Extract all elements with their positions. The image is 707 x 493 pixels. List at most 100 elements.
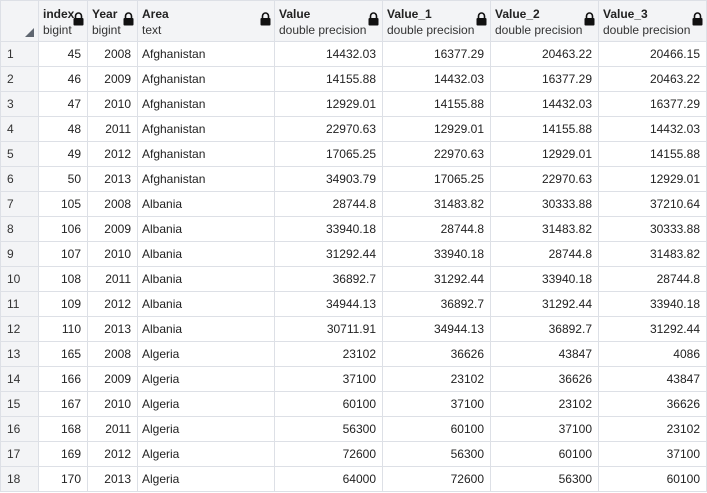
- row-number[interactable]: 14: [0, 366, 39, 392]
- cell-area[interactable]: Albania: [137, 291, 275, 317]
- row-number[interactable]: 11: [0, 291, 39, 317]
- cell-value[interactable]: 36892.7: [274, 266, 383, 292]
- table-row[interactable]: 9 107 2010 Albania 31292.44 33940.18 28744.8 31…: [0, 241, 707, 267]
- table-row[interactable]: 16 168 2011 Algeria 56300 60100 37100 23102: [0, 416, 707, 442]
- cell-index[interactable]: 108: [38, 266, 88, 292]
- cell-area[interactable]: Afghanistan: [137, 116, 275, 142]
- cell-value[interactable]: 28744.8: [274, 191, 383, 217]
- cell-value[interactable]: 33940.18: [274, 216, 383, 242]
- cell-value[interactable]: 72600: [274, 441, 383, 467]
- cell-year[interactable]: 2013: [87, 466, 138, 492]
- cell-value-3[interactable]: 23102: [598, 416, 707, 442]
- cell-value-3[interactable]: 28744.8: [598, 266, 707, 292]
- cell-area[interactable]: Algeria: [137, 466, 275, 492]
- table-row[interactable]: 12 110 2013 Albania 30711.91 34944.13 36892.7 3…: [0, 316, 707, 342]
- cell-year[interactable]: 2008: [87, 191, 138, 217]
- cell-area[interactable]: Algeria: [137, 366, 275, 392]
- cell-value-1[interactable]: 31292.44: [382, 266, 491, 292]
- cell-index[interactable]: 50: [38, 166, 88, 192]
- cell-value[interactable]: 34903.79: [274, 166, 383, 192]
- row-number[interactable]: 4: [0, 116, 39, 142]
- cell-year[interactable]: 2008: [87, 341, 138, 367]
- row-number[interactable]: 8: [0, 216, 39, 242]
- cell-value-3[interactable]: 37100: [598, 441, 707, 467]
- column-header-year[interactable]: Year bigint: [87, 0, 138, 42]
- cell-value-2[interactable]: 31292.44: [490, 291, 599, 317]
- cell-value-1[interactable]: 36892.7: [382, 291, 491, 317]
- table-row[interactable]: 8 106 2009 Albania 33940.18 28744.8 31483.82 30…: [0, 216, 707, 242]
- column-header-value-2[interactable]: Value_2 double precision: [490, 0, 599, 42]
- cell-value[interactable]: 64000: [274, 466, 383, 492]
- table-row[interactable]: 13 165 2008 Algeria 23102 36626 43847 4086: [0, 341, 707, 367]
- cell-year[interactable]: 2011: [87, 416, 138, 442]
- cell-value-3[interactable]: 31483.82: [598, 241, 707, 267]
- cell-value[interactable]: 31292.44: [274, 241, 383, 267]
- column-header-area[interactable]: Area text: [137, 0, 275, 42]
- cell-value-1[interactable]: 37100: [382, 391, 491, 417]
- cell-area[interactable]: Afghanistan: [137, 66, 275, 92]
- cell-index[interactable]: 169: [38, 441, 88, 467]
- column-header-value[interactable]: Value double precision: [274, 0, 383, 42]
- cell-value-1[interactable]: 34944.13: [382, 316, 491, 342]
- cell-value-3[interactable]: 36626: [598, 391, 707, 417]
- cell-value[interactable]: 22970.63: [274, 116, 383, 142]
- cell-value-1[interactable]: 14432.03: [382, 66, 491, 92]
- table-row[interactable]: 3 47 2010 Afghanistan 12929.01 14155.88 14432.…: [0, 91, 707, 117]
- cell-value-3[interactable]: 16377.29: [598, 91, 707, 117]
- cell-value-2[interactable]: 43847: [490, 341, 599, 367]
- cell-value[interactable]: 14432.03: [274, 41, 383, 67]
- cell-value-2[interactable]: 31483.82: [490, 216, 599, 242]
- cell-value-2[interactable]: 56300: [490, 466, 599, 492]
- cell-year[interactable]: 2012: [87, 291, 138, 317]
- cell-value-2[interactable]: 36626: [490, 366, 599, 392]
- cell-year[interactable]: 2011: [87, 116, 138, 142]
- cell-area[interactable]: Albania: [137, 316, 275, 342]
- table-row[interactable]: 18 170 2013 Algeria 64000 72600 56300 60100: [0, 466, 707, 492]
- cell-area[interactable]: Algeria: [137, 391, 275, 417]
- cell-value-1[interactable]: 28744.8: [382, 216, 491, 242]
- cell-value-3[interactable]: 20463.22: [598, 66, 707, 92]
- cell-index[interactable]: 47: [38, 91, 88, 117]
- cell-index[interactable]: 46: [38, 66, 88, 92]
- row-number[interactable]: 7: [0, 191, 39, 217]
- cell-value-1[interactable]: 16377.29: [382, 41, 491, 67]
- cell-index[interactable]: 166: [38, 366, 88, 392]
- cell-index[interactable]: 110: [38, 316, 88, 342]
- row-number[interactable]: 1: [0, 41, 39, 67]
- row-number[interactable]: 10: [0, 266, 39, 292]
- cell-value-1[interactable]: 56300: [382, 441, 491, 467]
- row-number[interactable]: 12: [0, 316, 39, 342]
- table-row[interactable]: 5 49 2012 Afghanistan 17065.25 22970.63 12929.…: [0, 141, 707, 167]
- cell-index[interactable]: 165: [38, 341, 88, 367]
- table-row[interactable]: 6 50 2013 Afghanistan 34903.79 17065.25 22970.…: [0, 166, 707, 192]
- cell-value-3[interactable]: 30333.88: [598, 216, 707, 242]
- cell-value-3[interactable]: 33940.18: [598, 291, 707, 317]
- cell-year[interactable]: 2012: [87, 441, 138, 467]
- column-header-value-3[interactable]: Value_3 double precision: [598, 0, 707, 42]
- cell-year[interactable]: 2013: [87, 316, 138, 342]
- cell-year[interactable]: 2009: [87, 366, 138, 392]
- row-number[interactable]: 5: [0, 141, 39, 167]
- cell-index[interactable]: 105: [38, 191, 88, 217]
- cell-area[interactable]: Afghanistan: [137, 41, 275, 67]
- table-row[interactable]: 7 105 2008 Albania 28744.8 31483.82 30333.88 37…: [0, 191, 707, 217]
- cell-value-1[interactable]: 23102: [382, 366, 491, 392]
- cell-year[interactable]: 2009: [87, 216, 138, 242]
- cell-index[interactable]: 106: [38, 216, 88, 242]
- cell-index[interactable]: 109: [38, 291, 88, 317]
- cell-value-3[interactable]: 20466.15: [598, 41, 707, 67]
- column-header-index[interactable]: index bigint: [38, 0, 88, 42]
- cell-value[interactable]: 12929.01: [274, 91, 383, 117]
- table-row[interactable]: 17 169 2012 Algeria 72600 56300 60100 37100: [0, 441, 707, 467]
- cell-value[interactable]: 37100: [274, 366, 383, 392]
- cell-value[interactable]: 23102: [274, 341, 383, 367]
- cell-index[interactable]: 170: [38, 466, 88, 492]
- cell-index[interactable]: 168: [38, 416, 88, 442]
- cell-value-2[interactable]: 14432.03: [490, 91, 599, 117]
- row-number[interactable]: 15: [0, 391, 39, 417]
- cell-area[interactable]: Albania: [137, 241, 275, 267]
- table-row[interactable]: 4 48 2011 Afghanistan 22970.63 12929.01 14155.…: [0, 116, 707, 142]
- cell-area[interactable]: Algeria: [137, 341, 275, 367]
- table-row[interactable]: 11 109 2012 Albania 34944.13 36892.7 31292.44 3…: [0, 291, 707, 317]
- row-number[interactable]: 17: [0, 441, 39, 467]
